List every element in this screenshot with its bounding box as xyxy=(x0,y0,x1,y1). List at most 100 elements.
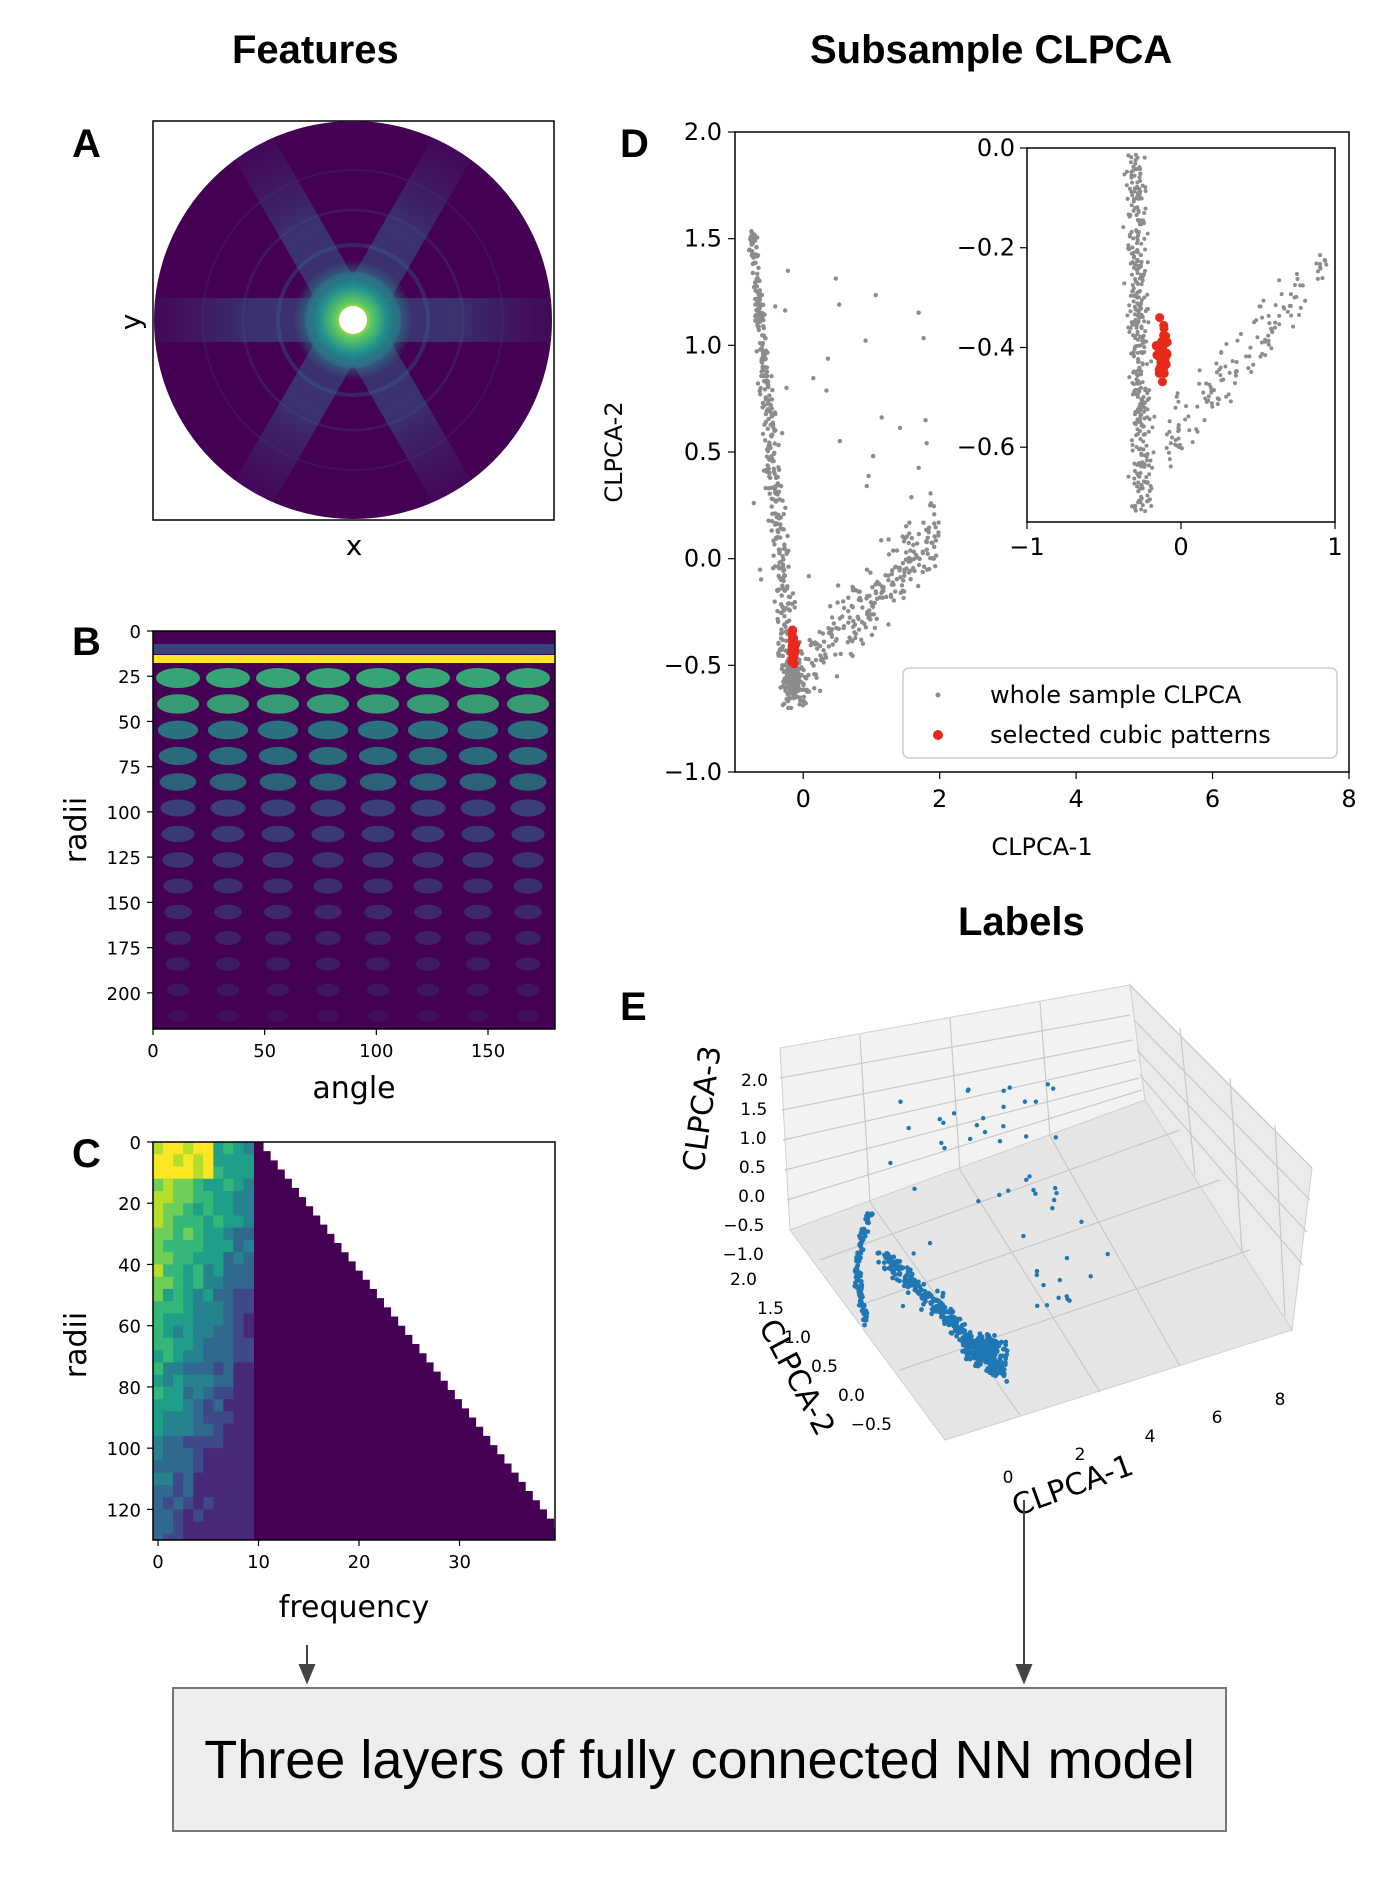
blue-point xyxy=(862,1322,867,1328)
inset-gray-point xyxy=(1135,271,1140,276)
heatmap-cell xyxy=(183,1509,194,1523)
lobe xyxy=(506,694,550,714)
heatmap-cell xyxy=(153,1166,164,1180)
inset-gray-point xyxy=(1122,172,1127,177)
inset-gray-point xyxy=(1318,253,1323,258)
blue-point xyxy=(905,1290,911,1296)
panel-d-xlabel: CLPCA-1 xyxy=(991,833,1092,860)
inset-gray-point xyxy=(1131,353,1136,358)
inset-gray-point xyxy=(1186,414,1191,419)
lobe xyxy=(261,825,295,843)
gray-point xyxy=(909,495,914,500)
gray-point xyxy=(930,556,935,561)
inset-gray-point xyxy=(1184,404,1189,409)
inset-gray-point xyxy=(1266,333,1271,338)
inset-gray-point xyxy=(1277,322,1282,327)
gray-point xyxy=(785,696,790,701)
panel-e-xtick: 6 xyxy=(1212,1408,1223,1428)
legend-gray-marker xyxy=(935,692,941,698)
gray-point xyxy=(845,639,850,645)
blue-point xyxy=(898,1099,903,1104)
gray-point xyxy=(916,531,922,537)
gray-point xyxy=(761,333,767,338)
gray-point xyxy=(765,380,770,385)
heatmap-cell xyxy=(173,1448,184,1461)
heatmap-cell xyxy=(223,1190,234,1204)
inset-gray-point xyxy=(1133,158,1138,163)
inset-gray-point xyxy=(1131,333,1136,338)
panel-c-ytick: 100 xyxy=(107,1439,141,1460)
inset-gray-point xyxy=(1132,319,1137,324)
panel-e-ytick: 1.0 xyxy=(784,1328,811,1348)
heatmap-cell xyxy=(243,1460,254,1474)
gray-point xyxy=(915,583,921,589)
inset-gray-point xyxy=(1126,243,1131,248)
blue-point xyxy=(992,1333,997,1338)
gray-point xyxy=(772,564,778,569)
inset-gray-point xyxy=(1143,206,1148,211)
blue-point xyxy=(936,1298,942,1304)
gray-point xyxy=(903,550,909,555)
heatmap-cell xyxy=(203,1472,214,1486)
heatmap-cell xyxy=(203,1264,214,1278)
heatmap-cell xyxy=(203,1411,214,1425)
heatmap-cell xyxy=(183,1215,194,1229)
gray-point xyxy=(921,564,927,569)
gray-point xyxy=(837,438,843,444)
gray-point xyxy=(785,584,790,589)
gray-point xyxy=(771,553,776,558)
panel-e-xtick: 4 xyxy=(1145,1427,1156,1447)
gray-point xyxy=(826,644,832,649)
gray-point xyxy=(754,284,760,289)
gray-point xyxy=(765,448,771,454)
gray-point xyxy=(786,564,791,569)
inset-gray-point xyxy=(1190,440,1195,445)
heatmap-cell xyxy=(183,1362,194,1376)
inset-gray-point xyxy=(1137,409,1142,414)
heatmap-cell xyxy=(223,1337,234,1351)
gray-point xyxy=(886,537,891,542)
heatmap-cell xyxy=(163,1350,174,1363)
blue-point xyxy=(1088,1274,1093,1279)
heatmap-cell xyxy=(213,1142,224,1155)
gray-point xyxy=(930,540,935,546)
heatmap-cell xyxy=(153,1288,164,1302)
inset-gray-point xyxy=(1145,391,1150,396)
gray-point xyxy=(898,575,903,580)
gray-point xyxy=(768,485,774,490)
lobe xyxy=(260,799,296,817)
heatmap-cell xyxy=(213,1521,224,1535)
gray-point xyxy=(869,632,875,638)
heatmap-cell xyxy=(183,1448,194,1461)
heatmap-cell xyxy=(193,1362,204,1376)
gray-point xyxy=(936,533,941,538)
heatmap-cell xyxy=(223,1533,234,1540)
inset-gray-point xyxy=(1206,398,1211,403)
gray-point xyxy=(890,548,896,553)
inset-gray-point xyxy=(1134,212,1139,217)
blue-point xyxy=(857,1242,863,1248)
panel-b-ytick: 200 xyxy=(107,984,141,1005)
heatmap-cell xyxy=(243,1215,254,1229)
blue-point xyxy=(914,1283,920,1289)
blue-point xyxy=(943,1319,949,1325)
inset-gray-point xyxy=(1136,310,1141,315)
inset-gray-point xyxy=(1281,305,1286,310)
inset-gray-point xyxy=(1136,281,1141,286)
panel-e-ytick: −0.5 xyxy=(851,1415,892,1435)
heatmap-cell xyxy=(153,1448,164,1461)
inset-gray-point xyxy=(1277,278,1282,283)
inset-gray-point xyxy=(1148,458,1153,463)
gray-point xyxy=(920,549,926,554)
gray-point xyxy=(778,636,784,641)
gray-point xyxy=(765,401,770,406)
panel-e-ytick: 0.5 xyxy=(811,1357,838,1377)
panel-c-xtick: 10 xyxy=(247,1552,270,1573)
heatmap-cell xyxy=(153,1533,164,1540)
gray-point xyxy=(888,594,894,600)
lobe xyxy=(415,957,441,971)
inset-ytick: −0.4 xyxy=(957,333,1015,361)
blue-point xyxy=(1023,1134,1029,1139)
gray-point xyxy=(906,540,912,546)
gray-point xyxy=(923,418,928,423)
